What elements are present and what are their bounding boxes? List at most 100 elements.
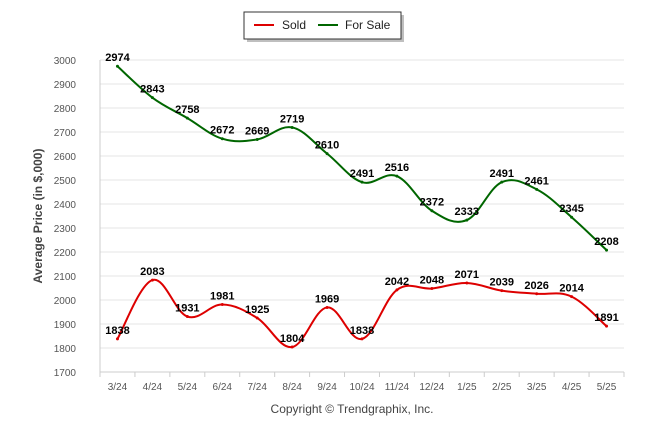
data-label-sold: 1838 xyxy=(350,325,374,337)
data-point-sold xyxy=(500,289,504,293)
data-label-sold: 1931 xyxy=(175,303,199,315)
data-point-sold xyxy=(360,337,364,341)
legend-label-for-sale: For Sale xyxy=(345,18,391,32)
data-point-sold xyxy=(290,345,294,349)
data-labels: 1838 2083 1931 1981 1925 1804 1969 1838 2042 2048… xyxy=(105,52,619,345)
y-axis-label: Average Price (in $,000) xyxy=(31,149,45,284)
data-point-for-sale xyxy=(150,96,154,100)
data-point-for-sale xyxy=(500,180,504,184)
data-label-for-sale: 2345 xyxy=(559,203,583,215)
x-tick-label: 4/25 xyxy=(562,382,582,393)
data-point-sold xyxy=(395,288,399,292)
x-tick-label: 5/24 xyxy=(178,382,198,393)
y-tick-label: 2900 xyxy=(54,80,77,91)
data-label-for-sale: 2669 xyxy=(245,125,269,137)
data-label-for-sale: 2491 xyxy=(350,168,374,180)
y-tick-label: 2200 xyxy=(54,248,77,259)
data-label-sold: 1804 xyxy=(280,333,305,345)
data-label-for-sale: 2372 xyxy=(420,197,444,209)
data-label-sold: 2048 xyxy=(420,274,444,286)
data-point-for-sale xyxy=(220,137,224,141)
data-label-sold: 1891 xyxy=(594,312,618,324)
x-tick-label: 4/24 xyxy=(143,382,163,393)
data-label-sold: 2071 xyxy=(455,269,479,281)
data-point-for-sale xyxy=(360,180,364,184)
data-point-for-sale xyxy=(290,125,294,129)
x-tick-label: 6/24 xyxy=(213,382,233,393)
x-tick-label: 10/24 xyxy=(349,382,374,393)
y-tick-label: 2400 xyxy=(54,200,77,211)
x-tick-label: 2/25 xyxy=(492,382,512,393)
data-label-sold: 1838 xyxy=(105,325,129,337)
x-tick-label: 7/24 xyxy=(247,382,267,393)
x-tick-label: 11/24 xyxy=(385,382,410,393)
x-tick-labels: 3/24 4/24 5/24 6/24 7/24 8/24 9/24 10/24 11/24 12… xyxy=(108,382,617,393)
y-tick-labels: 1700 1800 1900 2000 2100 2200 2300 2400 2500 2600… xyxy=(54,56,77,379)
data-point-for-sale xyxy=(465,218,469,222)
data-point-sold xyxy=(430,286,434,290)
legend: Sold For Sale xyxy=(243,11,404,42)
data-point-for-sale xyxy=(325,152,329,156)
data-point-for-sale xyxy=(185,116,189,120)
data-point-sold xyxy=(535,292,539,296)
data-label-for-sale: 2610 xyxy=(315,140,339,152)
data-point-sold xyxy=(115,337,119,341)
data-point-sold xyxy=(465,281,469,285)
data-point-sold xyxy=(185,315,189,319)
y-tick-label: 2300 xyxy=(54,224,77,235)
data-point-sold xyxy=(605,324,609,328)
data-point-for-sale xyxy=(255,137,259,141)
data-label-for-sale: 2843 xyxy=(140,84,164,96)
data-point-sold xyxy=(325,305,329,309)
x-tick-label: 3/24 xyxy=(108,382,128,393)
y-tick-label: 1800 xyxy=(54,344,77,355)
y-tick-label: 3000 xyxy=(54,56,77,67)
data-label-for-sale: 2491 xyxy=(489,168,513,180)
series-line-for-sale xyxy=(116,65,608,251)
data-point-for-sale xyxy=(570,215,574,219)
data-label-sold: 2083 xyxy=(140,266,164,278)
data-label-for-sale: 2974 xyxy=(105,52,130,64)
data-label-sold: 1925 xyxy=(245,304,269,316)
copyright-credit: Copyright © Trendgraphix, Inc. xyxy=(271,402,434,416)
data-label-for-sale: 2208 xyxy=(594,236,618,248)
x-tick-label: 1/25 xyxy=(457,382,477,393)
data-point-for-sale xyxy=(605,248,609,252)
x-tick-label: 8/24 xyxy=(282,382,302,393)
y-tick-label: 2700 xyxy=(54,128,77,139)
y-tick-label: 2100 xyxy=(54,272,77,283)
y-tick-label: 1700 xyxy=(54,368,77,379)
grid xyxy=(99,59,625,377)
y-tick-label: 2600 xyxy=(54,152,77,163)
data-point-sold xyxy=(150,278,154,282)
data-label-sold: 1969 xyxy=(315,293,339,305)
y-tick-label: 2500 xyxy=(54,176,77,187)
data-point-for-sale xyxy=(395,174,399,178)
y-tick-label: 2000 xyxy=(54,296,77,307)
data-label-sold: 2039 xyxy=(489,277,513,289)
y-tick-label: 2800 xyxy=(54,104,77,115)
legend-label-sold: Sold xyxy=(282,18,306,32)
data-label-for-sale: 2719 xyxy=(280,113,304,125)
data-label-for-sale: 2461 xyxy=(524,175,548,187)
x-tick-label: 12/24 xyxy=(419,382,444,393)
data-label-sold: 2026 xyxy=(524,280,548,292)
data-point-for-sale xyxy=(430,209,434,213)
series-lines xyxy=(115,64,609,349)
data-point-for-sale xyxy=(535,187,539,191)
data-point-sold xyxy=(220,303,224,307)
data-label-for-sale: 2333 xyxy=(455,206,479,218)
y-tick-label: 1900 xyxy=(54,320,77,331)
x-tick-label: 3/25 xyxy=(527,382,547,393)
data-label-for-sale: 2758 xyxy=(175,104,199,116)
data-label-for-sale: 2672 xyxy=(210,125,234,137)
x-tick-label: 9/24 xyxy=(317,382,337,393)
data-label-sold: 2042 xyxy=(385,276,409,288)
data-label-for-sale: 2516 xyxy=(385,162,409,174)
data-label-sold: 2014 xyxy=(559,283,584,295)
data-point-sold xyxy=(570,295,574,299)
x-tick-label: 5/25 xyxy=(597,382,617,393)
data-point-for-sale xyxy=(115,64,119,68)
data-label-sold: 1981 xyxy=(210,291,234,303)
